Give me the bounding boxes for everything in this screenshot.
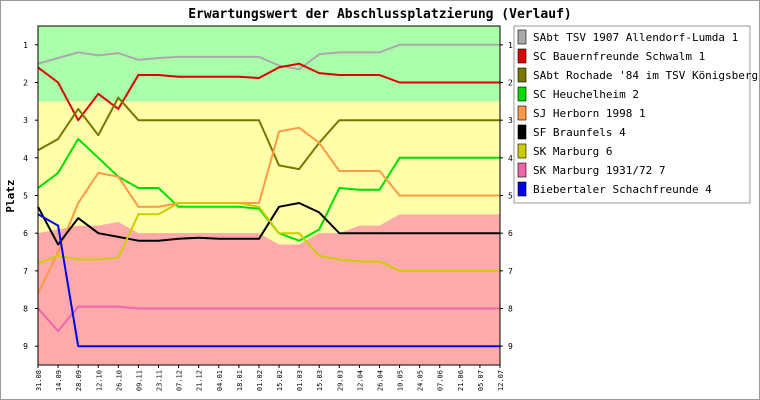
series-line-2 xyxy=(37,62,500,122)
x-tick-label: 07.06 xyxy=(437,370,445,391)
y-tick-label-left: 9 xyxy=(23,342,28,351)
legend-swatch-9 xyxy=(517,181,527,197)
x-tick-label: 01.03 xyxy=(296,370,304,391)
x-tick-label: 04.01 xyxy=(216,370,224,391)
y-tick-label-right: 7 xyxy=(508,267,513,276)
legend-swatch-6 xyxy=(517,124,527,140)
x-tick-label: 24.05 xyxy=(417,370,425,391)
series-line-1 xyxy=(37,43,500,71)
x-tick-label: 12.10 xyxy=(95,370,103,391)
x-tick-label: 01.02 xyxy=(256,370,264,391)
legend-swatch-1 xyxy=(517,29,527,45)
y-tick-label-left: 1 xyxy=(23,41,28,50)
legend-swatch-7 xyxy=(517,143,527,159)
legend-swatch-4 xyxy=(517,86,527,102)
x-tick-label: 05.07 xyxy=(477,370,485,391)
y-tick-label-left: 8 xyxy=(23,305,28,314)
x-tick-label: 14.09 xyxy=(55,370,63,391)
y-tick-label-left: 5 xyxy=(23,192,28,201)
legend-swatch-3 xyxy=(517,67,527,83)
legend-label-4: SC Heuchelheim 2 xyxy=(533,88,639,101)
y-tick-label-left: 2 xyxy=(23,79,28,88)
y-tick-label-right: 2 xyxy=(508,79,513,88)
y-axis-label: Platz xyxy=(4,179,17,212)
legend-label-3: SAbt Rochade '84 im TSV Königsberg 1 xyxy=(533,69,760,82)
x-tick-label: 21.12 xyxy=(196,370,204,391)
y-tick-label-right: 8 xyxy=(508,305,513,314)
x-tick-label: 07.12 xyxy=(176,370,184,391)
x-tick-label: 12.07 xyxy=(497,370,505,391)
legend-label-7: SK Marburg 6 xyxy=(533,145,612,158)
y-ticks-left: 1 2 3 4 5 6 7 8 9 xyxy=(23,41,38,351)
y-tick-label-left: 7 xyxy=(23,267,28,276)
x-tick-label: 15.02 xyxy=(276,370,284,391)
series-line-3 xyxy=(37,96,500,171)
legend-swatch-8 xyxy=(517,162,527,178)
legend-label-5: SJ Herborn 1998 1 xyxy=(533,107,646,120)
x-tick-label: 15.03 xyxy=(316,370,324,391)
zone-promotion xyxy=(38,26,500,102)
legend-label-1: SAbt TSV 1907 Allendorf-Lumda 1 xyxy=(533,31,738,44)
legend-swatch-5 xyxy=(517,105,527,121)
y-tick-label-right: 1 xyxy=(508,41,513,50)
series-line-5 xyxy=(37,126,500,294)
x-tick-label: 29.03 xyxy=(336,370,344,391)
x-tick-label: 28.09 xyxy=(75,370,83,391)
x-tick-label: 23.11 xyxy=(156,370,164,391)
series-line-7 xyxy=(37,202,500,272)
y-tick-label-left: 4 xyxy=(23,154,28,163)
legend-label-9: Biebertaler Schachfreunde 4 xyxy=(533,183,712,196)
legend-label-2: SC Bauernfreunde Schwalm 1 xyxy=(533,50,705,63)
legend-label-8: SK Marburg 1931/72 7 xyxy=(533,164,665,177)
legend-box xyxy=(513,25,751,204)
y-tick-label-left: 6 xyxy=(23,229,28,238)
zone-relegation xyxy=(38,214,500,365)
x-tick-label: 21.06 xyxy=(457,370,465,391)
x-tick-label: 18.01 xyxy=(236,370,244,391)
x-ticks: 31.08 14.09 28.09 12.10 26.10 09.11 23.11 07.12… xyxy=(35,365,505,391)
series-line-8 xyxy=(37,305,500,333)
x-tick-label: 12.04 xyxy=(356,370,364,391)
y-ticks-right: 1 2 3 4 5 6 7 8 9 xyxy=(500,41,513,351)
legend-label-6: SF Braunfels 4 xyxy=(533,126,626,139)
chart-title: Erwartungswert der Abschlussplatzierung … xyxy=(188,7,572,22)
series-line-9 xyxy=(37,213,500,348)
x-tick-label: 26.04 xyxy=(376,370,384,391)
legend: SAbt TSV 1907 Allendorf-Lumda 1 SC Bauern… xyxy=(513,25,760,204)
y-tick-label-right: 3 xyxy=(508,116,513,125)
y-tick-label-left: 3 xyxy=(23,116,28,125)
y-tick-label-right: 5 xyxy=(508,192,513,201)
series-layer xyxy=(37,43,500,348)
x-tick-label: 26.10 xyxy=(115,370,123,391)
legend-swatch-2 xyxy=(517,48,527,64)
x-tick-label: 10.05 xyxy=(397,370,405,391)
y-tick-label-right: 4 xyxy=(508,154,513,163)
y-tick-label-right: 9 xyxy=(508,342,513,351)
x-tick-label: 31.08 xyxy=(35,370,43,391)
x-tick-label: 09.11 xyxy=(135,370,143,391)
y-tick-label-right: 6 xyxy=(508,229,513,238)
series-line-6 xyxy=(37,202,500,246)
